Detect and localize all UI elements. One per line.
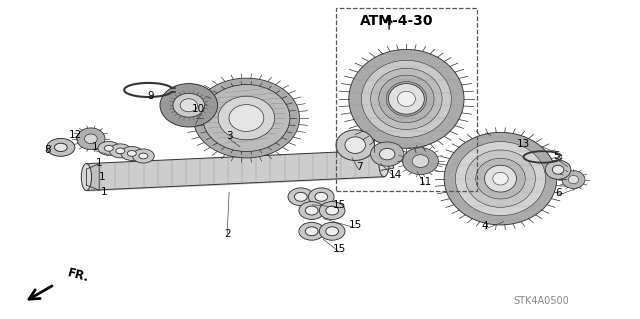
Ellipse shape (54, 143, 67, 152)
Text: FR.: FR. (66, 267, 90, 285)
Ellipse shape (121, 146, 143, 160)
Ellipse shape (305, 227, 318, 236)
Ellipse shape (104, 145, 113, 151)
Ellipse shape (562, 171, 585, 189)
Text: STK4A0500: STK4A0500 (513, 296, 569, 307)
Ellipse shape (319, 202, 345, 219)
Ellipse shape (568, 175, 579, 184)
Ellipse shape (319, 222, 345, 240)
Bar (336, 8, 477, 191)
Ellipse shape (379, 150, 389, 177)
Ellipse shape (456, 142, 545, 216)
Ellipse shape (545, 160, 571, 179)
Ellipse shape (305, 206, 318, 215)
Text: 1: 1 (99, 172, 106, 182)
Text: 15: 15 (349, 220, 362, 230)
Ellipse shape (218, 96, 275, 140)
Text: 6: 6 (555, 188, 561, 198)
Ellipse shape (412, 155, 429, 167)
Text: 13: 13 (517, 139, 530, 149)
Ellipse shape (362, 60, 451, 137)
Ellipse shape (77, 128, 105, 150)
Ellipse shape (397, 91, 415, 107)
Ellipse shape (484, 165, 516, 192)
Ellipse shape (493, 172, 508, 185)
Ellipse shape (132, 149, 154, 163)
Text: 1: 1 (92, 142, 98, 152)
Ellipse shape (294, 192, 307, 201)
Ellipse shape (444, 132, 557, 225)
Text: 3: 3 (226, 130, 232, 141)
Text: 1: 1 (101, 187, 108, 197)
Text: 12: 12 (69, 130, 82, 140)
Ellipse shape (203, 85, 290, 152)
Ellipse shape (160, 84, 218, 127)
Ellipse shape (299, 202, 324, 219)
Text: 14: 14 (389, 170, 402, 180)
Ellipse shape (552, 165, 564, 174)
Ellipse shape (403, 148, 438, 174)
Ellipse shape (193, 78, 300, 158)
Ellipse shape (109, 144, 131, 158)
Text: 9: 9 (147, 91, 154, 101)
Ellipse shape (98, 141, 120, 155)
Ellipse shape (180, 99, 197, 112)
Ellipse shape (81, 164, 92, 190)
Ellipse shape (326, 227, 339, 236)
Text: ATM-4-30: ATM-4-30 (360, 14, 433, 28)
Ellipse shape (386, 82, 427, 116)
Text: 11: 11 (419, 177, 432, 187)
Ellipse shape (47, 138, 75, 156)
Text: 4: 4 (482, 221, 488, 232)
Text: 8: 8 (44, 145, 51, 155)
Ellipse shape (371, 68, 442, 130)
Ellipse shape (299, 222, 324, 240)
Ellipse shape (116, 148, 125, 154)
Ellipse shape (465, 150, 536, 207)
Ellipse shape (173, 93, 205, 117)
Text: 7: 7 (356, 161, 363, 172)
Text: 2: 2 (224, 228, 230, 239)
Ellipse shape (127, 151, 136, 156)
Polygon shape (381, 156, 394, 170)
Ellipse shape (388, 84, 424, 114)
Ellipse shape (336, 130, 374, 160)
Ellipse shape (308, 188, 334, 206)
Ellipse shape (371, 142, 404, 166)
Text: 5: 5 (554, 151, 560, 161)
Ellipse shape (349, 49, 464, 148)
Ellipse shape (288, 188, 314, 206)
Ellipse shape (345, 137, 365, 153)
Text: 10: 10 (192, 104, 205, 114)
Ellipse shape (229, 105, 264, 131)
Ellipse shape (84, 134, 97, 144)
Text: 1: 1 (96, 158, 102, 168)
Ellipse shape (326, 206, 339, 215)
Ellipse shape (139, 153, 148, 159)
Text: 15: 15 (333, 244, 346, 255)
Text: 15: 15 (333, 200, 346, 210)
Ellipse shape (476, 158, 525, 199)
Polygon shape (86, 164, 99, 190)
Ellipse shape (315, 192, 328, 201)
Ellipse shape (379, 75, 434, 122)
Ellipse shape (380, 148, 395, 160)
